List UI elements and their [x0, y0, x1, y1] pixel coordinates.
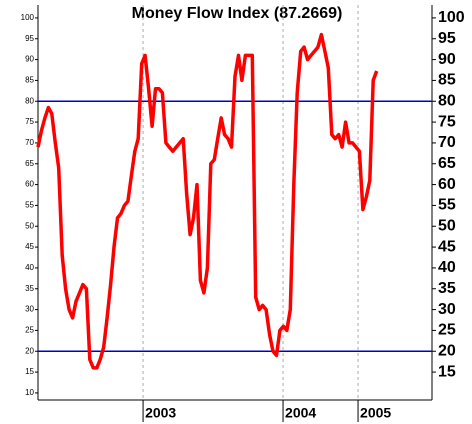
y2-tick-label: 100: [438, 9, 465, 26]
y2-tick-label: 25: [438, 322, 456, 339]
y2-tick-label: 15: [438, 363, 456, 380]
y-tick-label: 65: [25, 159, 34, 168]
y-tick-label: 30: [25, 305, 34, 314]
y-tick-label: 55: [25, 201, 34, 210]
y2-tick-label: 70: [438, 134, 456, 151]
y2-tick-label: 55: [438, 197, 456, 214]
y-tick-label: 95: [25, 34, 34, 43]
y-tick-label: 75: [25, 117, 34, 126]
x-tick-label: 2003: [145, 405, 176, 421]
y-tick-label: 80: [25, 96, 34, 105]
mfi-line: [36, 32, 379, 370]
chart-title: Money Flow Index (87.2669): [132, 5, 343, 22]
y2-tick-label: 45: [438, 238, 456, 255]
y-tick-label: 15: [25, 367, 34, 376]
x-tick-label: 2005: [360, 405, 391, 421]
y-tick-label: 25: [25, 326, 34, 335]
y2-tick-label: 85: [438, 72, 456, 89]
y-tick-label: 50: [25, 221, 34, 230]
y-tick-label: 70: [25, 138, 34, 147]
y2-tick-label: 40: [438, 259, 456, 276]
y-tick-label: 100: [21, 13, 35, 22]
y-tick-label: 90: [25, 55, 34, 64]
y2-tick-label: 90: [438, 51, 456, 68]
y2-tick-label: 65: [438, 155, 456, 172]
y-tick-label: 35: [25, 284, 34, 293]
y-tick-label: 40: [25, 263, 34, 272]
y2-tick-label: 35: [438, 280, 456, 297]
y-tick-label: 45: [25, 242, 34, 251]
y2-tick-label: 50: [438, 217, 456, 234]
y2-tick-label: 60: [438, 176, 456, 193]
y2-tick-label: 75: [438, 113, 456, 130]
y-tick-label: 85: [25, 76, 34, 85]
y2-tick-label: 80: [438, 92, 456, 109]
y-tick-label: 10: [25, 388, 34, 397]
y-tick-label: 60: [25, 180, 34, 189]
y2-tick-label: 30: [438, 301, 456, 318]
y2-tick-label: 95: [438, 30, 456, 47]
y-tick-label: 20: [25, 346, 34, 355]
y2-tick-label: 20: [438, 342, 456, 359]
x-tick-label: 2004: [285, 405, 316, 421]
